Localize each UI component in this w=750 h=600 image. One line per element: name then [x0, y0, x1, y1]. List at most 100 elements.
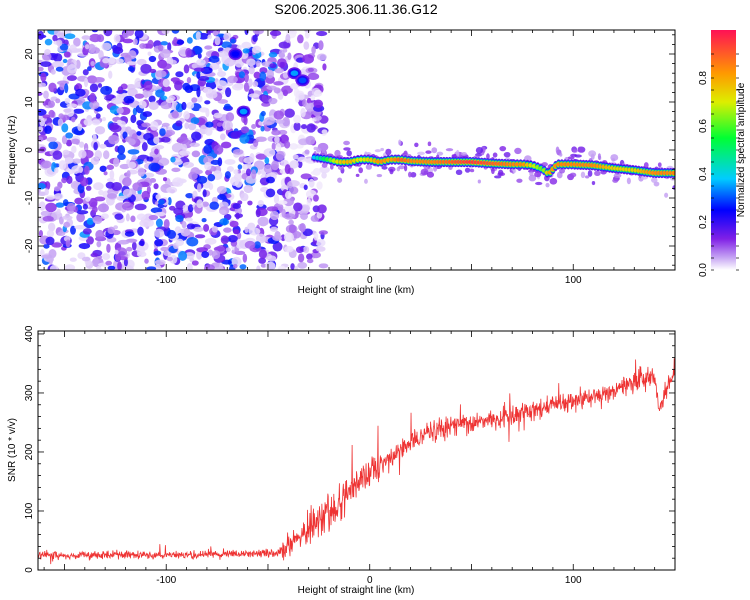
heatmap-noise-blob	[290, 83, 299, 90]
heatmap-noise-blob	[313, 89, 323, 97]
heatmap-noise-blob	[46, 137, 57, 142]
heatmap-noise-blob	[191, 131, 202, 141]
heatmap-noise-blob	[58, 160, 67, 170]
snr-xlabel: Height of straight line (km)	[298, 585, 415, 596]
heatmap-noise-blob	[42, 114, 50, 119]
heatmap-noise-blob	[232, 148, 244, 155]
heatmap-noise-blob	[300, 212, 309, 220]
heatmap-noise-blob	[64, 264, 76, 270]
heatmap-noise-blob	[240, 126, 250, 134]
heatmap-noise-blob	[119, 163, 130, 170]
heatmap-noise-blob	[143, 221, 149, 228]
heatmap-noise-blob	[90, 252, 99, 258]
heatmap-noise-blob	[40, 61, 52, 68]
heatmap-noise-blob	[248, 65, 255, 75]
heatmap-noise-blob	[54, 167, 59, 174]
heatmap-ridge-halo	[577, 146, 583, 153]
heatmap-noise-blob	[122, 38, 134, 44]
heatmap-ridge-halo	[461, 152, 467, 156]
heatmap-ridge-halo	[491, 167, 495, 175]
heatmap-noise-blob	[219, 133, 226, 141]
heatmap-noise-blob	[263, 164, 273, 174]
heatmap-ridge-halo	[555, 146, 560, 154]
heatmap-noise-blob	[238, 71, 245, 79]
heatmap-noise-blob	[197, 53, 202, 59]
heatmap-noise-blob	[244, 73, 249, 83]
heatmap-noise-blob	[243, 184, 253, 194]
heatmap-ridge-halo	[334, 149, 341, 157]
heatmap-noise-blob	[108, 70, 113, 79]
heatmap-noise-blob	[189, 142, 200, 148]
heatmap-noise-blob	[93, 141, 98, 151]
heatmap-noise-blob	[252, 45, 262, 54]
heatmap-noise-blob	[82, 203, 88, 210]
heatmap-noise-blob	[44, 38, 53, 46]
heatmap-noise-blob	[308, 178, 315, 188]
heatmap-noise-blob	[130, 114, 137, 124]
heatmap-noise-blob	[245, 168, 252, 177]
heatmap-ridge-halo	[650, 177, 658, 183]
heatmap-noise-blob	[59, 43, 69, 51]
heatmap-noise-blob	[103, 150, 110, 160]
heatmap-noise-blob	[44, 125, 52, 134]
heatmap-noise-blob	[125, 213, 130, 222]
heatmap-noise-blob	[277, 200, 288, 205]
spectrogram-heatmap	[38, 30, 675, 270]
heatmap-noise-blob	[87, 43, 96, 54]
heatmap-noise-blob	[85, 196, 91, 202]
heatmap-noise-blob	[267, 255, 277, 262]
y-tick-label: 400	[24, 325, 35, 342]
heatmap-noise-blob	[171, 110, 179, 119]
heatmap-noise-blob	[148, 101, 159, 111]
heatmap-ridge-halo	[588, 150, 597, 158]
heatmap-noise-blob	[38, 30, 44, 41]
y-tick-label: 20	[24, 48, 35, 60]
heatmap-ridge-halo	[337, 177, 343, 183]
heatmap-noise-blob	[182, 82, 191, 91]
heatmap-noise-blob	[157, 157, 170, 166]
heatmap-noise-blob	[306, 253, 313, 260]
heatmap-noise-blob	[94, 150, 103, 160]
heatmap-noise-blob	[111, 97, 123, 105]
heatmap-ridge-halo	[612, 178, 619, 183]
heatmap-noise-blob	[233, 169, 239, 175]
heatmap-noise-blob	[297, 34, 304, 44]
heatmap-noise-blob	[134, 30, 144, 39]
heatmap-noise-blob	[160, 246, 169, 252]
heatmap-noise-blob	[117, 120, 126, 127]
heatmap-noise-blob	[307, 72, 320, 81]
heatmap-noise-blob	[98, 189, 104, 196]
heatmap-noise-blob	[127, 88, 138, 97]
colorbar-tick-label: 0.0	[698, 263, 709, 277]
heatmap-noise-blob	[71, 165, 84, 175]
heatmap-noise-blob	[113, 225, 118, 230]
heatmap-noise-blob	[242, 253, 248, 263]
heatmap-noise-blob	[117, 86, 124, 94]
heatmap-noise-blob	[58, 113, 64, 119]
heatmap-noise-blob	[61, 123, 69, 133]
heatmap-noise-blob	[252, 80, 259, 88]
heatmap-noise-blob	[219, 218, 230, 226]
heatmap-noise-blob	[232, 83, 244, 91]
heatmap-noise-blob	[284, 190, 292, 200]
heatmap-noise-blob	[143, 132, 154, 141]
heatmap-noise-blob	[171, 30, 180, 34]
heatmap-noise-blob	[148, 162, 161, 172]
heatmap-noise-blob	[321, 171, 327, 179]
heatmap-noise-blob	[166, 186, 178, 194]
heatmap-noise-blob	[147, 39, 154, 49]
heatmap-noise-blob	[303, 246, 310, 254]
heatmap-noise-blob	[198, 107, 209, 113]
heatmap-noise-blob	[181, 143, 188, 152]
heatmap-noise-blob	[298, 92, 305, 101]
heatmap-noise-blob	[258, 257, 267, 264]
heatmap-noise-blob	[142, 111, 153, 117]
heatmap-noise-blob	[165, 97, 174, 104]
heatmap-noise-blob	[266, 176, 275, 184]
heatmap-noise-blob	[40, 160, 52, 169]
heatmap-noise-blob	[251, 124, 257, 129]
heatmap-noise-blob	[272, 235, 283, 241]
heatmap-noise-blob	[124, 231, 135, 237]
heatmap-noise-blob	[134, 203, 147, 211]
heatmap-ridge-halo	[475, 146, 484, 154]
